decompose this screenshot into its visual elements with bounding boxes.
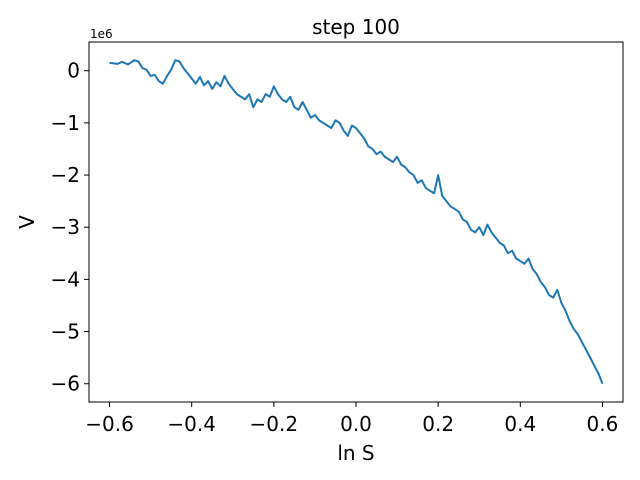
y-tick-label: −6 <box>51 372 80 396</box>
x-tick-label: 0.6 <box>587 412 619 436</box>
y-tick-label: −2 <box>51 163 80 187</box>
y-axis-scale-label: 1e6 <box>90 27 113 41</box>
x-tick-label: −0.4 <box>167 412 216 436</box>
chart-title: step 100 <box>312 15 400 39</box>
y-tick-label: −1 <box>51 111 80 135</box>
x-tick-label: −0.2 <box>250 412 299 436</box>
y-axis: 0 −1 −2 −3 −4 −5 −6 <box>51 59 89 396</box>
y-tick-label: 0 <box>67 59 80 83</box>
y-axis-label: V <box>15 215 39 229</box>
x-axis-label: ln S <box>337 441 374 465</box>
x-tick-label: −0.6 <box>85 412 134 436</box>
y-tick-label: −5 <box>51 320 80 344</box>
plot-layer <box>109 59 604 385</box>
x-tick-label: 0.0 <box>340 412 372 436</box>
series-line-0 <box>109 59 604 385</box>
y-tick-label: −3 <box>51 215 80 239</box>
y-tick-label: −4 <box>51 267 80 291</box>
x-axis: −0.6 −0.4 −0.2 0.0 0.2 0.4 0.6 <box>85 402 618 436</box>
x-tick-label: 0.2 <box>422 412 454 436</box>
x-tick-label: 0.4 <box>504 412 536 436</box>
